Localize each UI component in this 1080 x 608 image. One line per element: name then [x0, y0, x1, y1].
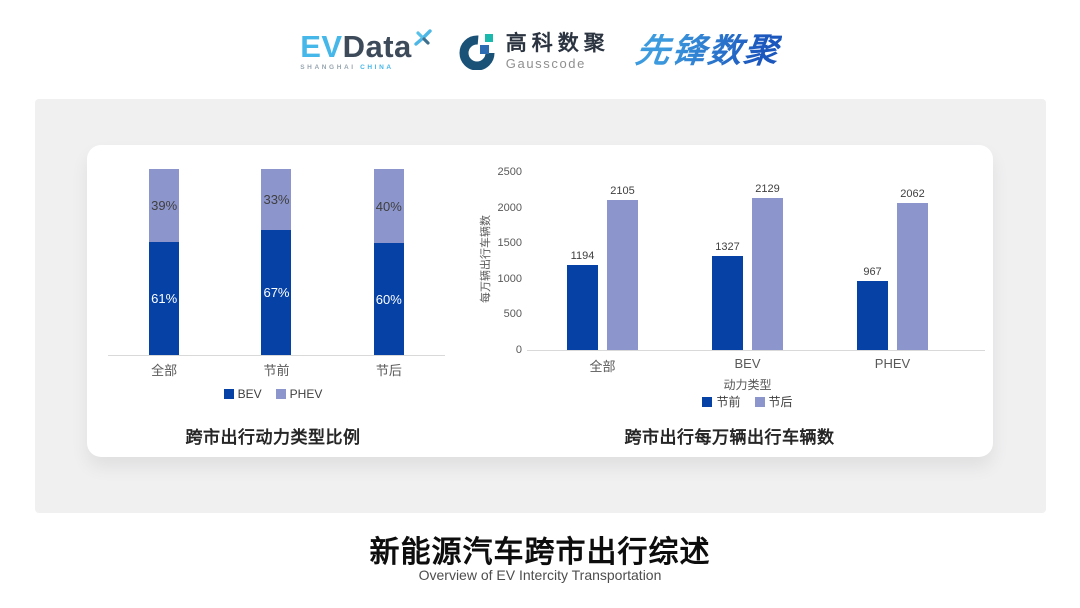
pioneer-data-logo: 先锋数聚 — [633, 32, 783, 70]
evdata-shanghai-text: SHANGHAI — [300, 63, 356, 71]
bar-value-label: 1194 — [570, 250, 595, 262]
stacked-bar: 40% 60% — [373, 169, 404, 355]
right-category-axis: 全部 BEV PHEV — [530, 356, 965, 375]
left-category-axis: 全部 节前 节后 — [108, 360, 445, 379]
evdata-wordmark: EV Data — [300, 28, 433, 64]
gausscode-cn-text: 高科数聚 — [505, 31, 610, 55]
gausscode-wordmark: 高科数聚 Gausscode — [506, 33, 610, 70]
segment-value-label: 60% — [375, 291, 402, 307]
segment-value-label: 67% — [263, 285, 290, 301]
evdata-logo: EV Data SHANGHAI CHINA — [300, 28, 433, 72]
segment-value-label: 39% — [151, 197, 178, 213]
bar-segment-bev: 60% — [373, 243, 404, 355]
grouped-bar-post-holiday: 2105 — [607, 185, 638, 350]
legend-item: PHEV — [275, 387, 323, 401]
bar-cell: 39% 61% — [108, 169, 220, 355]
legend-swatch — [223, 389, 234, 399]
evdata-china-text: CHINA — [360, 63, 394, 71]
bar-group: 967 2062 — [820, 172, 965, 350]
category-label-text: 全部 — [151, 363, 178, 378]
category-label: BEV — [675, 356, 820, 375]
evdata-pinwheel-icon — [414, 29, 432, 46]
y-tick-label: 2500 — [497, 166, 522, 178]
y-tick-label: 1500 — [497, 237, 522, 250]
category-label: 全部 — [530, 356, 675, 375]
bar-segment-bev: 67% — [261, 230, 292, 355]
bar-value-label: 967 — [863, 266, 882, 279]
right-chart-title: 跨市出行每万辆出行车辆数 — [624, 428, 835, 447]
legend-swatch — [754, 396, 765, 407]
segment-value-label: 61% — [151, 290, 178, 306]
y-tick-label: 500 — [503, 308, 522, 321]
legend-label: 节后 — [768, 395, 793, 409]
grouped-bar-post-holiday: 2129 — [752, 183, 783, 350]
bar-group: 1194 2105 — [530, 172, 675, 350]
category-label-text: 节前 — [263, 363, 290, 378]
legend-swatch — [275, 389, 286, 399]
legend-item: 节后 — [754, 393, 793, 410]
y-tick-label: 2000 — [497, 201, 522, 214]
stacked-bar: 33% 67% — [261, 169, 292, 355]
right-y-axis-label: 每万辆出行车辆数 — [480, 215, 492, 303]
category-label: 全部 — [108, 360, 220, 379]
right-x-axis-line — [527, 350, 985, 351]
evdata-ev-text: EV — [300, 28, 343, 64]
bar-value-label: 1327 — [715, 240, 740, 253]
bar-value-label: 2129 — [755, 183, 780, 196]
bar-group: 1327 2129 — [675, 172, 820, 350]
gausscode-en-text: Gausscode — [505, 55, 586, 71]
page-title: 新能源汽车跨市出行综述 — [369, 536, 711, 569]
bar-segment-bev: 61% — [149, 241, 180, 355]
legend-label: 节前 — [716, 395, 741, 409]
left-x-axis-line — [108, 355, 445, 356]
page-subtitle: Overview of EV Intercity Transportation — [418, 567, 662, 583]
legend-label: PHEV — [289, 387, 323, 401]
category-label-text: PHEV — [874, 356, 911, 371]
gausscode-logo: 高科数聚 Gausscode — [459, 32, 610, 70]
bar-cell: 33% 67% — [220, 169, 332, 355]
bar-cell: 40% 60% — [333, 169, 445, 355]
grouped-bar-pre-holiday: 1327 — [712, 241, 743, 350]
right-legend: 节前 节后 — [530, 393, 965, 410]
chart-card: 39% 61% 33% 67% 40% 60% 全部 节前 节后 BEV PHEV 跨市出行动力… — [87, 145, 993, 457]
bar-value-label: 2062 — [900, 188, 925, 201]
bar-value-label: 2105 — [610, 185, 635, 198]
bar-segment-phev: 39% — [149, 169, 180, 242]
evdata-subtitle: SHANGHAI CHINA — [300, 63, 433, 72]
left-legend: BEV PHEV — [87, 387, 459, 401]
legend-item: 节前 — [702, 393, 741, 410]
grouped-bar-pre-holiday: 967 — [857, 266, 888, 350]
legend-label: BEV — [237, 387, 262, 401]
stacked-bar: 39% 61% — [149, 169, 180, 355]
legend-swatch — [702, 396, 713, 407]
right-x-axis-title: 动力类型 — [723, 378, 772, 392]
category-label: 节前 — [220, 360, 332, 379]
logo-bar: EV Data SHANGHAI CHINA 高科数聚 — [0, 22, 1080, 80]
category-label-text: BEV — [734, 356, 761, 371]
grouped-bar-post-holiday: 2062 — [897, 188, 928, 350]
gausscode-g-icon — [459, 34, 495, 70]
left-chart-title: 跨市出行动力类型比例 — [185, 428, 361, 447]
category-label-text: 全部 — [589, 359, 616, 374]
category-label: 节后 — [333, 360, 445, 379]
legend-item: BEV — [223, 387, 262, 401]
category-label: PHEV — [820, 356, 965, 375]
stacked-chart-plot: 39% 61% 33% 67% 40% 60% — [108, 169, 445, 355]
y-tick-label: 0 — [515, 344, 522, 356]
grouped-chart-plot: 1194 2105 1327 2129 967 2062 — [530, 172, 965, 350]
bar-segment-phev: 40% — [373, 169, 404, 244]
bar-segment-phev: 33% — [261, 169, 292, 231]
segment-value-label: 40% — [375, 198, 402, 214]
evdata-data-text: Data — [342, 28, 412, 64]
grouped-bar-pre-holiday: 1194 — [567, 250, 598, 350]
category-label-text: 节后 — [375, 363, 402, 378]
y-tick-label: 1000 — [497, 272, 522, 285]
segment-value-label: 33% — [263, 192, 290, 208]
